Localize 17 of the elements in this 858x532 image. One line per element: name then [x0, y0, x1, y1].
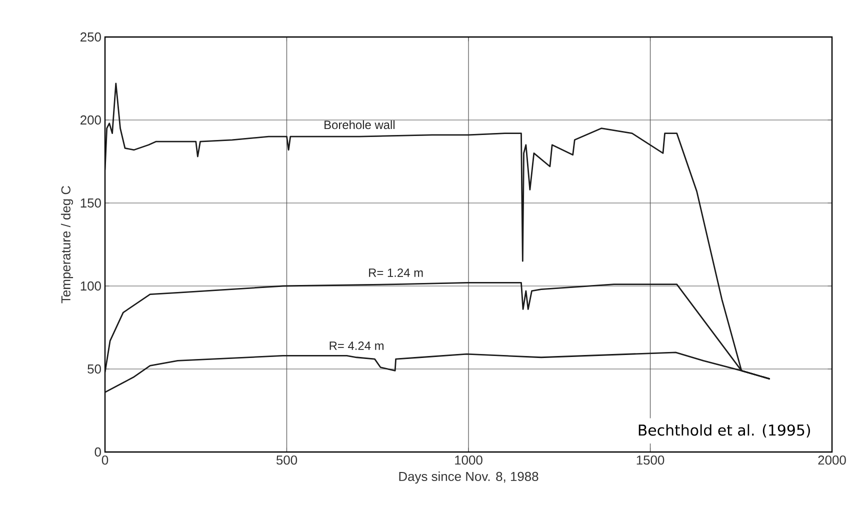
y-tick-label: 250: [80, 32, 101, 42]
annotation: Bechthold et al. (1995): [638, 424, 810, 438]
series-label: R= 1.24 m: [369, 268, 423, 277]
y-tick-label: 100: [80, 281, 101, 291]
x-axis-title: Days since Nov. 8, 1988: [399, 472, 538, 484]
x-tick-label: 2000: [818, 456, 846, 465]
series-label: R= 4.24 m: [330, 342, 384, 350]
x-tick-label: 0: [102, 456, 108, 465]
y-axis-title: Temperature / deg C: [60, 186, 74, 304]
x-tick-label: 500: [276, 456, 298, 465]
y-tick-label: 0: [94, 447, 101, 457]
y-tick-label: 50: [88, 364, 101, 374]
x-tick-label: 1000: [455, 456, 482, 465]
y-tick-label: 200: [80, 115, 101, 125]
y-tick-label: 150: [80, 198, 101, 208]
x-tick-label: 1500: [636, 456, 664, 465]
series-label: Borehole wall: [324, 120, 395, 130]
